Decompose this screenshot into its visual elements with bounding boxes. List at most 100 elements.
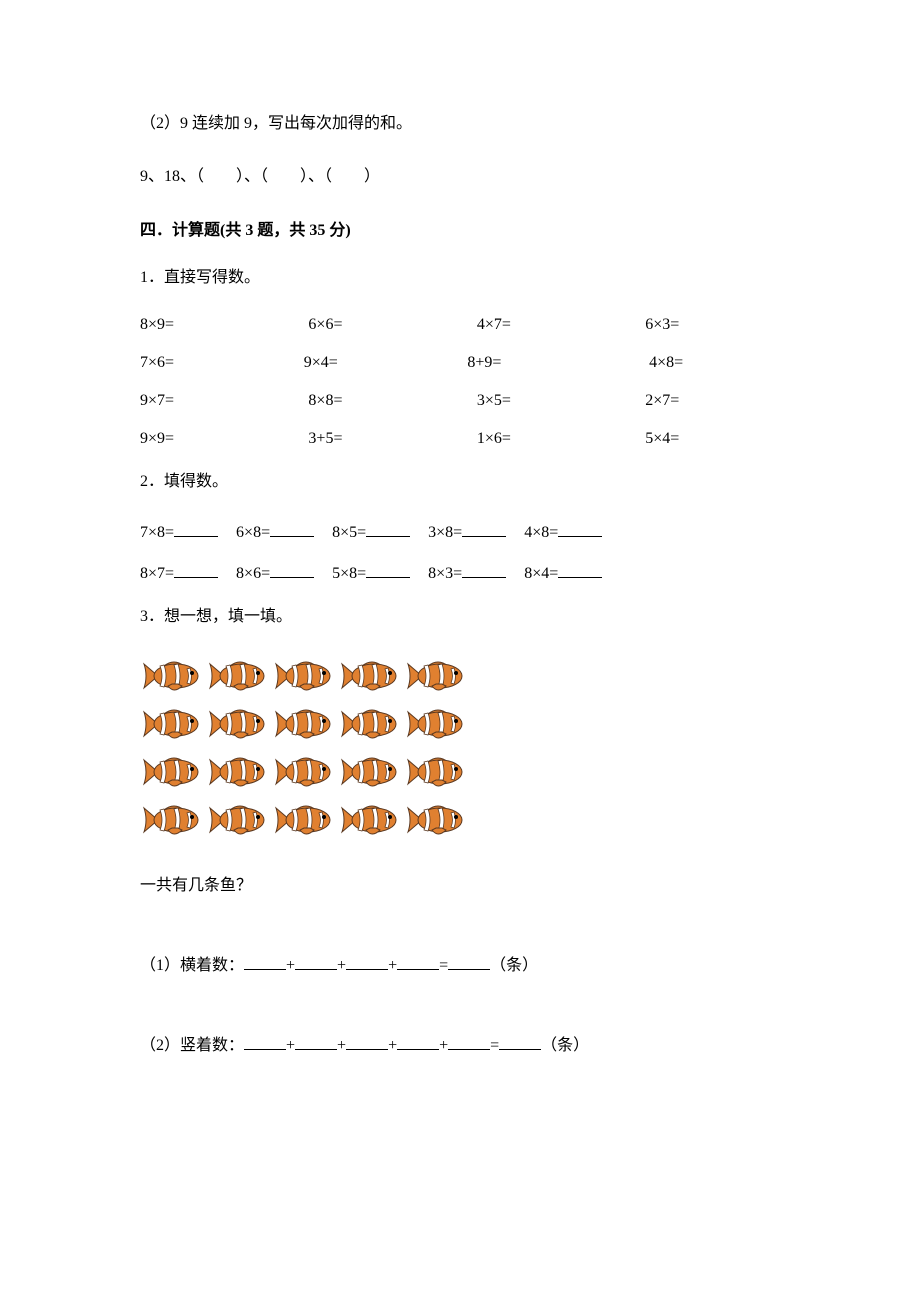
q1-cell: 9×4= bbox=[304, 354, 468, 372]
blank-underline bbox=[558, 562, 602, 578]
plus-sign: + bbox=[388, 957, 397, 974]
fish-icon bbox=[338, 800, 402, 840]
fish-icon bbox=[338, 656, 402, 696]
blank-underline bbox=[244, 954, 286, 970]
fish-row bbox=[140, 656, 780, 696]
q2-cell: 8×7= bbox=[140, 562, 218, 583]
q1-prompt: 1．直接写得数。 bbox=[140, 264, 780, 293]
fish-grid bbox=[140, 656, 780, 840]
q1-cell: 1×6= bbox=[477, 430, 645, 448]
blank-underline bbox=[244, 1034, 286, 1050]
q2-expr: 6×8= bbox=[236, 524, 270, 541]
q1-cell: 9×9= bbox=[140, 430, 308, 448]
q2-expr: 4×8= bbox=[524, 524, 558, 541]
blank-underline bbox=[448, 954, 490, 970]
q3-sub1: （1）横着数： + + + = （条） bbox=[140, 951, 780, 975]
blank-underline bbox=[366, 521, 410, 537]
equals-sign: = bbox=[439, 957, 448, 974]
fish-icon bbox=[338, 704, 402, 744]
q1-cell: 9×7= bbox=[140, 392, 308, 410]
fish-icon bbox=[272, 752, 336, 792]
blank-underline bbox=[448, 1034, 490, 1050]
fish-icon bbox=[140, 656, 204, 696]
q2-expr: 3×8= bbox=[428, 524, 462, 541]
blank-underline bbox=[499, 1034, 541, 1050]
fish-icon bbox=[206, 752, 270, 792]
q1-cell: 5×4= bbox=[645, 430, 780, 448]
q1-row: 9×9=3+5=1×6=5×4= bbox=[140, 430, 780, 448]
fish-icon bbox=[404, 704, 468, 744]
section4-title: 四．计算题(共 3 题，共 35 分) bbox=[140, 216, 780, 240]
sub-label: （1）横着数： bbox=[140, 957, 244, 974]
q1-cell: 6×3= bbox=[645, 316, 780, 334]
q2-cell: 8×5= bbox=[332, 521, 410, 542]
blank-underline bbox=[295, 1034, 337, 1050]
fish-icon bbox=[404, 752, 468, 792]
q2-expr: 8×7= bbox=[140, 565, 174, 582]
q2-grid: 7×8= 6×8= 8×5= 3×8= 4×8= 8×7= 8×6= 5×8= 8×3= 8×4= bbox=[140, 521, 780, 583]
fish-icon bbox=[140, 752, 204, 792]
q1-cell: 3×5= bbox=[477, 392, 645, 410]
fish-icon bbox=[272, 800, 336, 840]
equals-sign: = bbox=[490, 1037, 499, 1054]
q2-expr: 8×3= bbox=[428, 565, 462, 582]
plus-sign: + bbox=[286, 957, 295, 974]
blank-underline bbox=[270, 562, 314, 578]
q2-row: 8×7= 8×6= 5×8= 8×3= 8×4= bbox=[140, 562, 780, 583]
blank-underline bbox=[366, 562, 410, 578]
plus-sign: + bbox=[439, 1037, 448, 1054]
blank-underline bbox=[558, 521, 602, 537]
fish-icon bbox=[272, 656, 336, 696]
q2-expr: 8×5= bbox=[332, 524, 366, 541]
blank-underline bbox=[462, 521, 506, 537]
q1-grid: 8×9=6×6=4×7=6×3= 7×6=9×4=8+9=4×8= 9×7=8×8=… bbox=[140, 316, 780, 448]
q1-cell: 4×8= bbox=[631, 354, 780, 372]
q2-cell: 8×4= bbox=[524, 562, 602, 583]
q2-expr: 7×8= bbox=[140, 524, 174, 541]
q1-cell: 7×6= bbox=[140, 354, 304, 372]
q1-cell: 8×9= bbox=[140, 316, 308, 334]
q2-cell: 5×8= bbox=[332, 562, 410, 583]
q2-cell: 4×8= bbox=[524, 521, 602, 542]
blank-underline bbox=[346, 954, 388, 970]
fish-row bbox=[140, 752, 780, 792]
q1-row: 8×9=6×6=4×7=6×3= bbox=[140, 316, 780, 334]
fish-icon bbox=[140, 800, 204, 840]
fish-icon bbox=[140, 704, 204, 744]
unit-label: （条） bbox=[490, 957, 538, 974]
q1-cell: 6×6= bbox=[308, 316, 476, 334]
blank-underline bbox=[397, 954, 439, 970]
q3-sub2: （2）竖着数：++++=（条） bbox=[140, 1031, 780, 1055]
q2-expr: 8×6= bbox=[236, 565, 270, 582]
q1-cell: 2×7= bbox=[645, 392, 780, 410]
blank-underline bbox=[174, 562, 218, 578]
q2-cell: 7×8= bbox=[140, 521, 218, 542]
blank-underline bbox=[397, 1034, 439, 1050]
q2-cell: 8×3= bbox=[428, 562, 506, 583]
q3-question: 一共有几条鱼？ bbox=[140, 872, 780, 901]
q2-cell: 3×8= bbox=[428, 521, 506, 542]
q3-prompt: 3．想一想，填一填。 bbox=[140, 603, 780, 632]
sub-label: （2）竖着数： bbox=[140, 1037, 244, 1054]
fish-icon bbox=[404, 656, 468, 696]
blank-underline bbox=[346, 1034, 388, 1050]
blank-underline bbox=[174, 521, 218, 537]
intro-sub2-sequence: 9、18、（ ）、（ ）、（ ） bbox=[140, 163, 780, 192]
q1-cell: 4×7= bbox=[477, 316, 645, 334]
plus-sign: + bbox=[337, 957, 346, 974]
q1-row: 7×6=9×4=8+9=4×8= bbox=[140, 354, 780, 372]
fish-icon bbox=[206, 800, 270, 840]
q2-prompt: 2．填得数。 bbox=[140, 468, 780, 497]
unit-label: （条） bbox=[541, 1037, 589, 1054]
q2-cell: 8×6= bbox=[236, 562, 314, 583]
q1-cell: 8×8= bbox=[308, 392, 476, 410]
fish-row bbox=[140, 704, 780, 744]
plus-sign: + bbox=[388, 1037, 397, 1054]
blank-underline bbox=[270, 521, 314, 537]
plus-sign: + bbox=[286, 1037, 295, 1054]
fish-icon bbox=[206, 704, 270, 744]
q1-row: 9×7=8×8=3×5=2×7= bbox=[140, 392, 780, 410]
fish-row bbox=[140, 800, 780, 840]
q2-expr: 5×8= bbox=[332, 565, 366, 582]
intro-sub2-prompt: （2）9 连续加 9，写出每次加得的和。 bbox=[140, 110, 780, 139]
